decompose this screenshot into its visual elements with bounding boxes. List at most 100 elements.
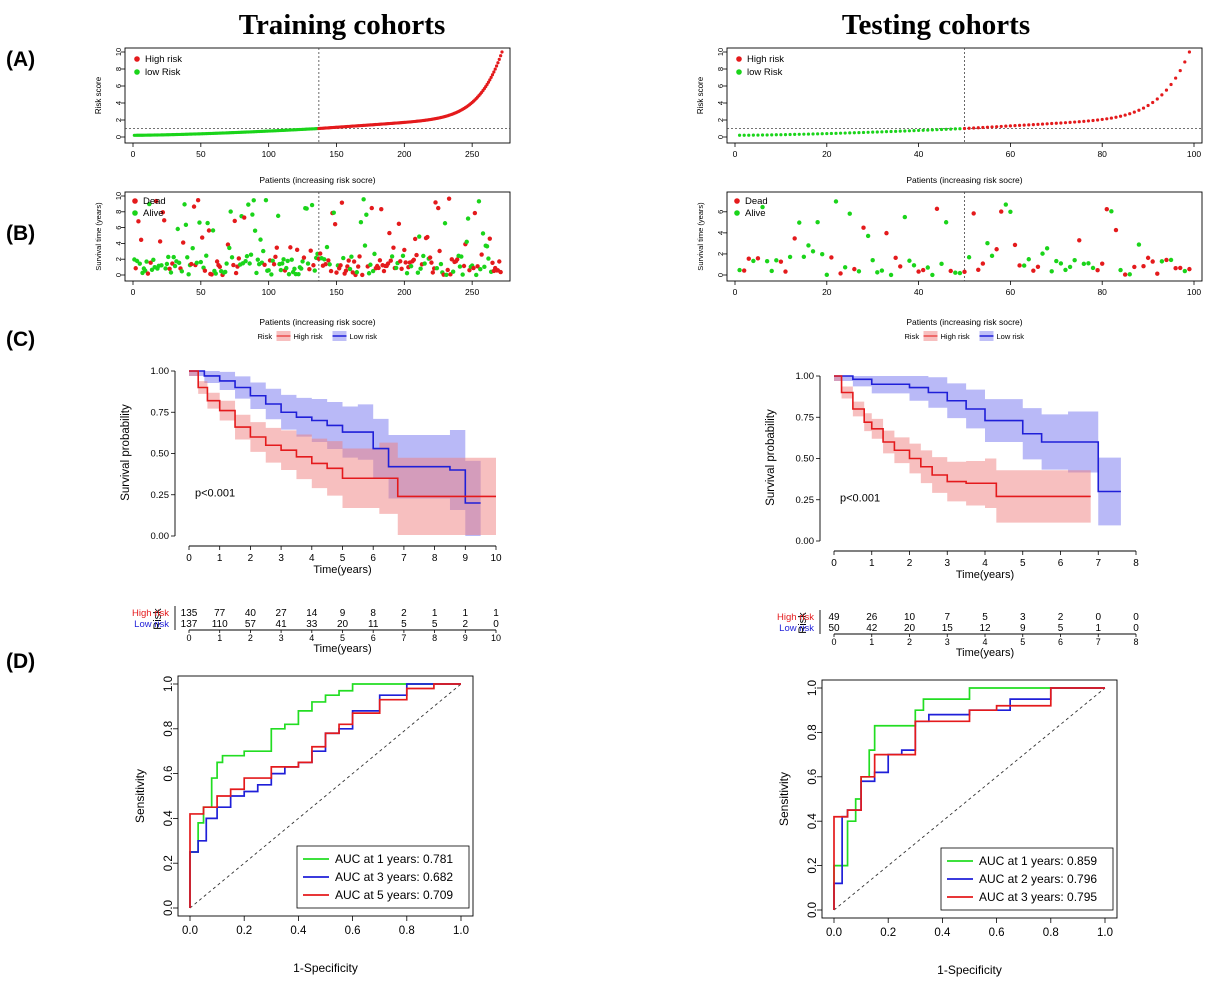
test-roc-ytick-label: 0.2 (807, 858, 819, 874)
train-roc-xtick-label: 0.8 (399, 925, 415, 937)
test-risktable-low-name: Low risk (779, 623, 814, 634)
test-risktable-high-value: 49 (828, 612, 840, 623)
test-survival-point (1122, 272, 1128, 277)
test-survival-point (824, 272, 829, 278)
train-km-ytick-label: 0.75 (151, 407, 170, 418)
test-riskscore-point (751, 133, 755, 137)
test-survival-point (1182, 268, 1188, 274)
test-riskscore-legend-low-marker (736, 69, 742, 75)
train-survival-point (309, 202, 315, 208)
train-survival-point (296, 271, 301, 277)
train-survival-point (289, 257, 294, 262)
train-survival-point (160, 210, 166, 215)
test-riskscore-point (898, 129, 902, 133)
train-survival-point (444, 272, 449, 277)
train-risktable-xlabel: Time(years) (313, 643, 371, 655)
train-risktable-high-value: 40 (245, 608, 257, 619)
test-survival-point (861, 225, 866, 230)
train-survival-point (448, 272, 453, 277)
train-survival-point (278, 267, 284, 273)
test-risktable-high-value: 10 (904, 612, 916, 623)
train-risktable-high-value: 27 (276, 608, 288, 619)
test-km-ytick-label: 0.00 (796, 536, 815, 547)
test-risktable-low-value: 20 (904, 623, 916, 634)
train-risktable-xtick-label: 10 (491, 633, 501, 643)
train-survival-point (185, 255, 190, 260)
train-survival-point (339, 200, 345, 205)
train-survival-point (311, 263, 316, 268)
test-survival-point (1173, 265, 1178, 271)
train-survival-point (145, 271, 151, 276)
test-survival-xtick-label: 40 (914, 287, 924, 297)
train-survival-point (362, 243, 368, 248)
test-survival-point (1008, 209, 1013, 214)
train-survival-point (194, 260, 199, 266)
train-survival-point (343, 268, 349, 273)
train-survival-point (486, 256, 491, 261)
train-survival-point (475, 264, 480, 269)
train-risktable-xtick-label: 8 (432, 633, 437, 643)
test-riskscore-point (1008, 124, 1013, 128)
test-survival-point (1017, 263, 1022, 268)
test-riskscore-point (1077, 120, 1081, 124)
test-survival-xtick-label: 0 (733, 287, 738, 297)
test-riskscore-point (793, 132, 797, 136)
train-survival-point (457, 264, 463, 269)
train-survival-point (273, 254, 278, 260)
test-survival-point (1095, 268, 1100, 273)
test-risktable-xtick-label: 3 (945, 637, 950, 647)
panel-letter-c: (C) (6, 328, 35, 351)
train-survival-point (143, 268, 148, 273)
test-survival-ytick-label: 2 (716, 252, 725, 256)
train-survival-point (274, 245, 280, 250)
test-survival-point (815, 219, 820, 225)
test-riskscore-legend-high-marker (736, 56, 742, 62)
train-km-ytick-label: 1.00 (151, 366, 170, 377)
train-survival-point (280, 261, 285, 266)
train-survival-ytick-label: 8 (114, 210, 123, 214)
train-km-pvalue: p<0.001 (195, 487, 235, 499)
test-survival-point (1159, 259, 1165, 264)
train-survival-point (254, 270, 259, 276)
test-survival-point (934, 206, 940, 212)
train-survival-point (163, 266, 168, 271)
test-survival-point (930, 272, 935, 278)
train-survival-point (217, 264, 223, 270)
train-risktable-low-value: 57 (245, 619, 257, 630)
test-riskscore-point (1054, 121, 1058, 125)
test-survival-point (783, 269, 788, 274)
train-survival-point (270, 258, 275, 263)
train-survival-point (148, 260, 153, 265)
train-survival-point (176, 260, 182, 266)
test-km-ytick-label: 1.00 (796, 371, 815, 382)
train-survival-point (357, 254, 362, 259)
test-risktable-xtick-label: 6 (1058, 637, 1063, 647)
train-survival-point (422, 261, 427, 266)
test-survival-legend-dead-marker (734, 198, 740, 204)
test-riskscore-point (1045, 122, 1049, 126)
test-survival-point (999, 209, 1004, 214)
test-survival-point (893, 255, 898, 261)
test-survival-legend-dead: Dead (745, 196, 768, 207)
test-riskscore-point (1036, 122, 1040, 126)
test-riskscore-point (802, 132, 806, 136)
test-survival-point (1012, 242, 1018, 248)
test-riskscore-xtick-label: 80 (1097, 149, 1107, 159)
test-survival-point (829, 255, 834, 260)
train-survival-point (467, 267, 472, 273)
test-riskscore-point (774, 133, 778, 137)
test-survival-point (810, 249, 816, 254)
test-survival-point (801, 254, 807, 260)
test-roc-curve-1 (833, 687, 1105, 910)
train-survival-point (144, 259, 149, 264)
train-roc-frame (177, 675, 474, 917)
test-riskscore-point (737, 133, 742, 137)
train-riskscore-point (492, 70, 496, 74)
test-riskscore-xlabel: Patients (increasing risk socre) (906, 175, 1022, 185)
test-survival-ylabel: Survival time (years) (696, 202, 705, 271)
train-risktable-xtick-label: 3 (279, 633, 284, 643)
train-survival-point (434, 265, 440, 271)
train-survival-point (151, 257, 156, 262)
train-survival-ytick-label: 2 (114, 257, 123, 261)
